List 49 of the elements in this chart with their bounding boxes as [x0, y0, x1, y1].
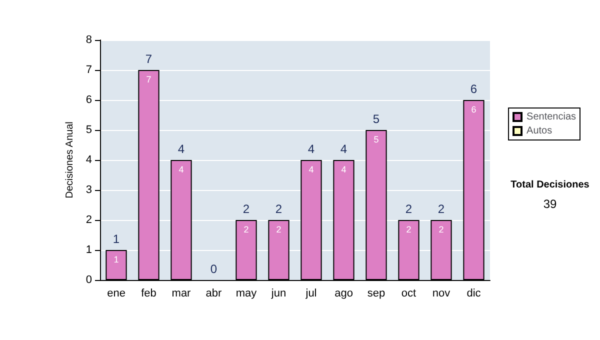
x-tick-label: mar [172, 288, 192, 300]
data-label: 4 [341, 164, 346, 174]
text: 39 [543, 197, 557, 211]
x-tick-label: ene [107, 288, 126, 300]
x-tick-label: ago [334, 288, 353, 300]
x-tick-label: jul [304, 288, 317, 300]
data-label: 7 [146, 74, 152, 84]
y-tick-label: 5 [86, 124, 92, 136]
data-label: 4 [308, 164, 314, 174]
x-tick-label: dic [466, 288, 482, 300]
total-label: 2 [275, 202, 282, 216]
total-label: 5 [372, 112, 380, 126]
data-label: 5 [374, 134, 379, 144]
x-tick-label: nov [432, 288, 451, 300]
y-tick-label: 3 [86, 184, 92, 196]
total-label: 4 [178, 142, 185, 156]
x-tick-label: jun [270, 288, 286, 300]
x-tick-label: oct [401, 288, 416, 300]
x-tick-label: sep [367, 288, 386, 300]
data-label: 4 [178, 164, 184, 174]
total-label: 2 [405, 202, 412, 216]
total-label: 4 [308, 142, 315, 156]
y-tick-label: 7 [86, 64, 92, 76]
x-tick-label: abr [206, 288, 222, 300]
total-label: 7 [145, 52, 152, 66]
total-label: 1 [112, 232, 120, 246]
total-label: 6 [470, 82, 478, 96]
data-label: 1 [114, 254, 119, 264]
total-label: 2 [242, 202, 250, 216]
y-tick-label: 1 [86, 244, 92, 256]
x-tick-label: feb [141, 288, 156, 300]
data-label: 2 [406, 224, 412, 234]
total-label: 2 [438, 202, 445, 216]
y-tick-label: 4 [86, 154, 92, 166]
total-label: 0 [210, 262, 218, 276]
y-tick-label: 0 [86, 274, 92, 286]
y-tick-label: 2 [86, 214, 92, 226]
text: Total Decisiones [510, 180, 590, 190]
data-label: 2 [438, 224, 444, 234]
legend-label: Sentencias [526, 112, 576, 122]
data-label: 2 [244, 224, 249, 234]
y-axis-title: Decisiones Anual [64, 122, 76, 198]
y-tick-label: 6 [86, 94, 92, 106]
total-label: 4 [340, 142, 348, 156]
y-tick-label: 8 [86, 34, 92, 46]
data-label: 2 [276, 224, 282, 234]
legend-label: Autos [526, 126, 552, 136]
x-tick-label: may [236, 288, 258, 300]
data-label: 6 [471, 104, 476, 114]
